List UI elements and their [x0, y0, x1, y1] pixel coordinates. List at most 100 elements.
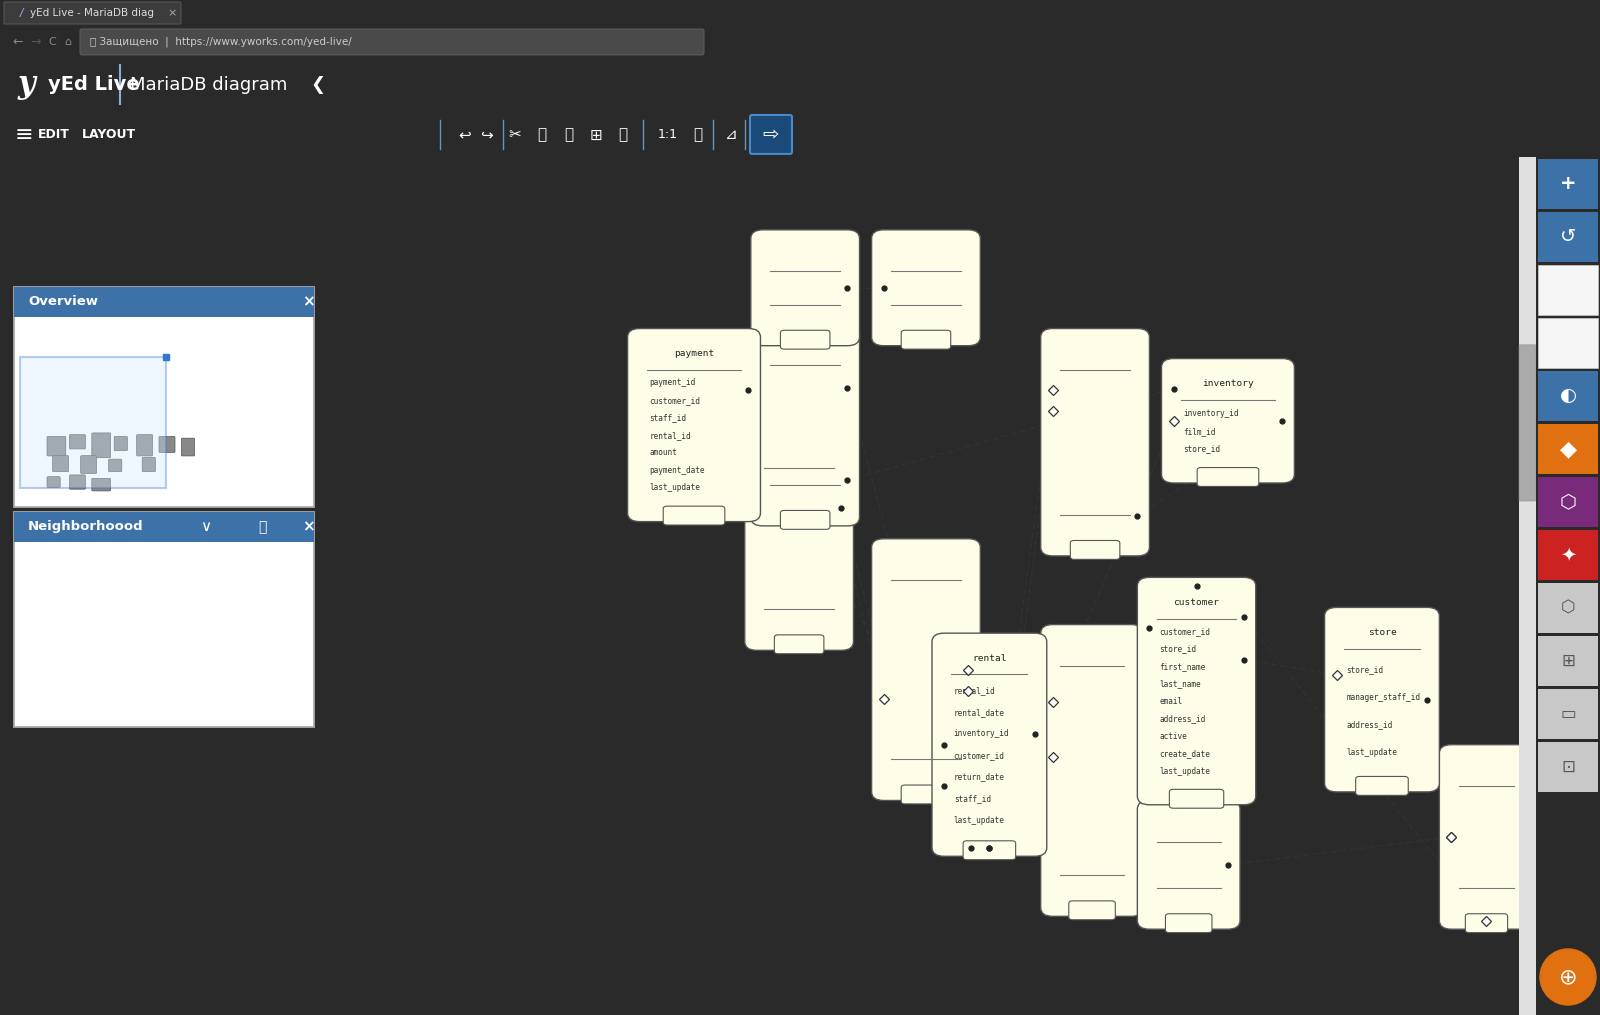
Text: last_update: last_update: [954, 816, 1005, 825]
Text: email: email: [1158, 697, 1182, 705]
Text: manager_staff_id: manager_staff_id: [1346, 692, 1421, 701]
Text: ⊞: ⊞: [590, 128, 602, 142]
Text: 🗑: 🗑: [619, 128, 627, 142]
Text: address_id: address_id: [1158, 715, 1205, 724]
FancyBboxPatch shape: [1138, 578, 1256, 805]
Text: ⧉: ⧉: [538, 128, 547, 142]
Text: y: y: [18, 69, 35, 100]
FancyBboxPatch shape: [46, 436, 66, 456]
Text: /: /: [19, 8, 24, 18]
Text: store: store: [1368, 628, 1397, 636]
Text: payment_date: payment_date: [650, 466, 706, 475]
FancyBboxPatch shape: [1538, 424, 1598, 474]
Text: ↺: ↺: [1560, 227, 1576, 247]
Text: yEd Live - MariaDB diag: yEd Live - MariaDB diag: [30, 8, 154, 18]
FancyBboxPatch shape: [109, 459, 122, 472]
FancyBboxPatch shape: [1538, 318, 1598, 367]
FancyBboxPatch shape: [80, 29, 704, 55]
Text: ⇨: ⇨: [763, 126, 779, 144]
Text: LAYOUT: LAYOUT: [82, 129, 136, 141]
Text: ⬡: ⬡: [1560, 492, 1576, 512]
Text: ⊡: ⊡: [1562, 758, 1574, 775]
Text: customer_id: customer_id: [954, 751, 1005, 760]
FancyBboxPatch shape: [14, 287, 314, 506]
Text: MariaDB diagram: MariaDB diagram: [130, 76, 288, 94]
FancyBboxPatch shape: [750, 324, 859, 526]
FancyBboxPatch shape: [872, 229, 981, 346]
FancyBboxPatch shape: [46, 477, 61, 487]
Text: ≡: ≡: [14, 125, 34, 145]
FancyBboxPatch shape: [19, 357, 166, 488]
Text: ◐: ◐: [1560, 387, 1576, 405]
FancyBboxPatch shape: [774, 634, 824, 654]
FancyBboxPatch shape: [181, 438, 195, 456]
Text: create_date: create_date: [1158, 749, 1210, 758]
Text: rental_id: rental_id: [954, 686, 995, 695]
Text: customer_id: customer_id: [1158, 627, 1210, 636]
Text: ⤢: ⤢: [693, 128, 702, 142]
FancyBboxPatch shape: [1170, 790, 1224, 808]
Text: customer_id: customer_id: [650, 396, 701, 405]
Text: →: →: [30, 36, 40, 49]
FancyBboxPatch shape: [69, 434, 85, 449]
FancyBboxPatch shape: [3, 2, 181, 24]
Text: Neighborhoood: Neighborhoood: [29, 521, 144, 534]
Text: C: C: [48, 37, 56, 47]
FancyBboxPatch shape: [14, 512, 314, 542]
Text: ⊞: ⊞: [1562, 652, 1574, 670]
Text: ×: ×: [168, 8, 176, 18]
Text: yEd Live: yEd Live: [48, 75, 139, 94]
FancyBboxPatch shape: [931, 633, 1046, 857]
FancyBboxPatch shape: [1538, 636, 1598, 686]
FancyBboxPatch shape: [1538, 689, 1598, 739]
Text: ←: ←: [13, 36, 22, 49]
FancyBboxPatch shape: [80, 456, 96, 473]
Text: inventory: inventory: [1202, 379, 1254, 388]
FancyBboxPatch shape: [1040, 624, 1144, 917]
FancyBboxPatch shape: [1165, 914, 1211, 933]
FancyBboxPatch shape: [901, 785, 950, 804]
Text: ⤢: ⤢: [258, 520, 266, 534]
FancyBboxPatch shape: [1070, 540, 1120, 559]
FancyBboxPatch shape: [1355, 776, 1408, 796]
Text: +: +: [1560, 175, 1576, 194]
FancyBboxPatch shape: [1538, 265, 1598, 315]
Text: first_name: first_name: [1158, 662, 1205, 671]
FancyBboxPatch shape: [91, 478, 110, 491]
Text: last_update: last_update: [1346, 748, 1397, 757]
Text: EDIT: EDIT: [38, 129, 70, 141]
FancyBboxPatch shape: [1440, 745, 1533, 929]
FancyBboxPatch shape: [142, 458, 155, 472]
Text: ❮: ❮: [310, 76, 325, 94]
FancyBboxPatch shape: [14, 512, 314, 727]
Text: 🔒 Защищено  |  https://www.yworks.com/yed-live/: 🔒 Защищено | https://www.yworks.com/yed-…: [90, 37, 352, 48]
FancyBboxPatch shape: [781, 330, 830, 349]
Text: amount: amount: [650, 449, 677, 458]
FancyBboxPatch shape: [1518, 345, 1536, 501]
FancyBboxPatch shape: [1538, 583, 1598, 633]
Circle shape: [1539, 949, 1597, 1005]
Text: ⬡: ⬡: [1560, 599, 1576, 617]
Text: inventory_id: inventory_id: [954, 730, 1010, 738]
Text: ↪: ↪: [480, 128, 493, 142]
FancyBboxPatch shape: [1538, 742, 1598, 792]
Text: film_id: film_id: [1184, 426, 1216, 435]
FancyBboxPatch shape: [1538, 530, 1598, 580]
FancyBboxPatch shape: [1040, 329, 1149, 556]
Text: payment: payment: [674, 349, 714, 358]
Text: staff_id: staff_id: [954, 794, 990, 803]
Text: ⊿: ⊿: [725, 128, 738, 142]
FancyBboxPatch shape: [1538, 212, 1598, 262]
Text: ⊕: ⊕: [1558, 967, 1578, 987]
FancyBboxPatch shape: [1138, 801, 1240, 929]
FancyBboxPatch shape: [1518, 157, 1536, 1015]
Text: ◆: ◆: [1560, 438, 1576, 459]
FancyBboxPatch shape: [664, 506, 725, 525]
FancyBboxPatch shape: [1197, 468, 1259, 486]
FancyBboxPatch shape: [1538, 477, 1598, 527]
FancyBboxPatch shape: [1325, 607, 1440, 792]
Text: last_update: last_update: [1158, 766, 1210, 775]
Text: ×: ×: [302, 520, 314, 535]
Text: ↩: ↩: [458, 128, 470, 142]
FancyBboxPatch shape: [872, 539, 981, 801]
